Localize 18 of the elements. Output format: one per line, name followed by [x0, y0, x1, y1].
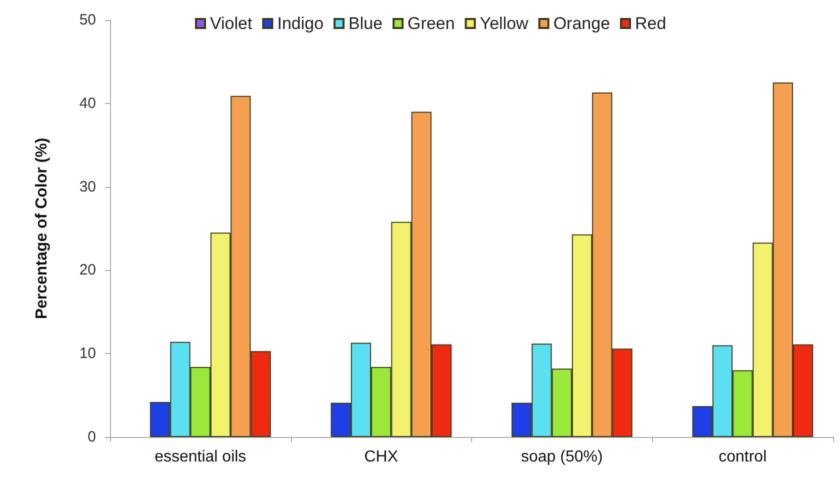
y-tick-label: 20 [79, 262, 96, 279]
y-axis-title: Percentage of Color (%) [34, 138, 50, 320]
x-tick-label: CHX [364, 448, 398, 466]
y-tick-label: 10 [79, 345, 96, 362]
legend-label: Yellow [480, 14, 530, 33]
legend-label: Green [408, 14, 455, 33]
y-tick-label: 40 [79, 94, 96, 112]
legend-label: Orange [553, 14, 610, 33]
y-tick-label: 0 [88, 428, 96, 446]
legend-label: Indigo [277, 14, 324, 33]
y-tick-label: 30 [79, 178, 96, 196]
legend-label: Blue [348, 14, 383, 33]
x-tick-label: control [718, 448, 767, 466]
legend-label: Violet [210, 14, 252, 33]
y-tick-label: 50 [79, 12, 96, 28]
legend-label: Red [635, 14, 666, 33]
x-tick-label: soap (50%) [520, 448, 603, 466]
x-tick-label: essential oils [154, 448, 246, 466]
